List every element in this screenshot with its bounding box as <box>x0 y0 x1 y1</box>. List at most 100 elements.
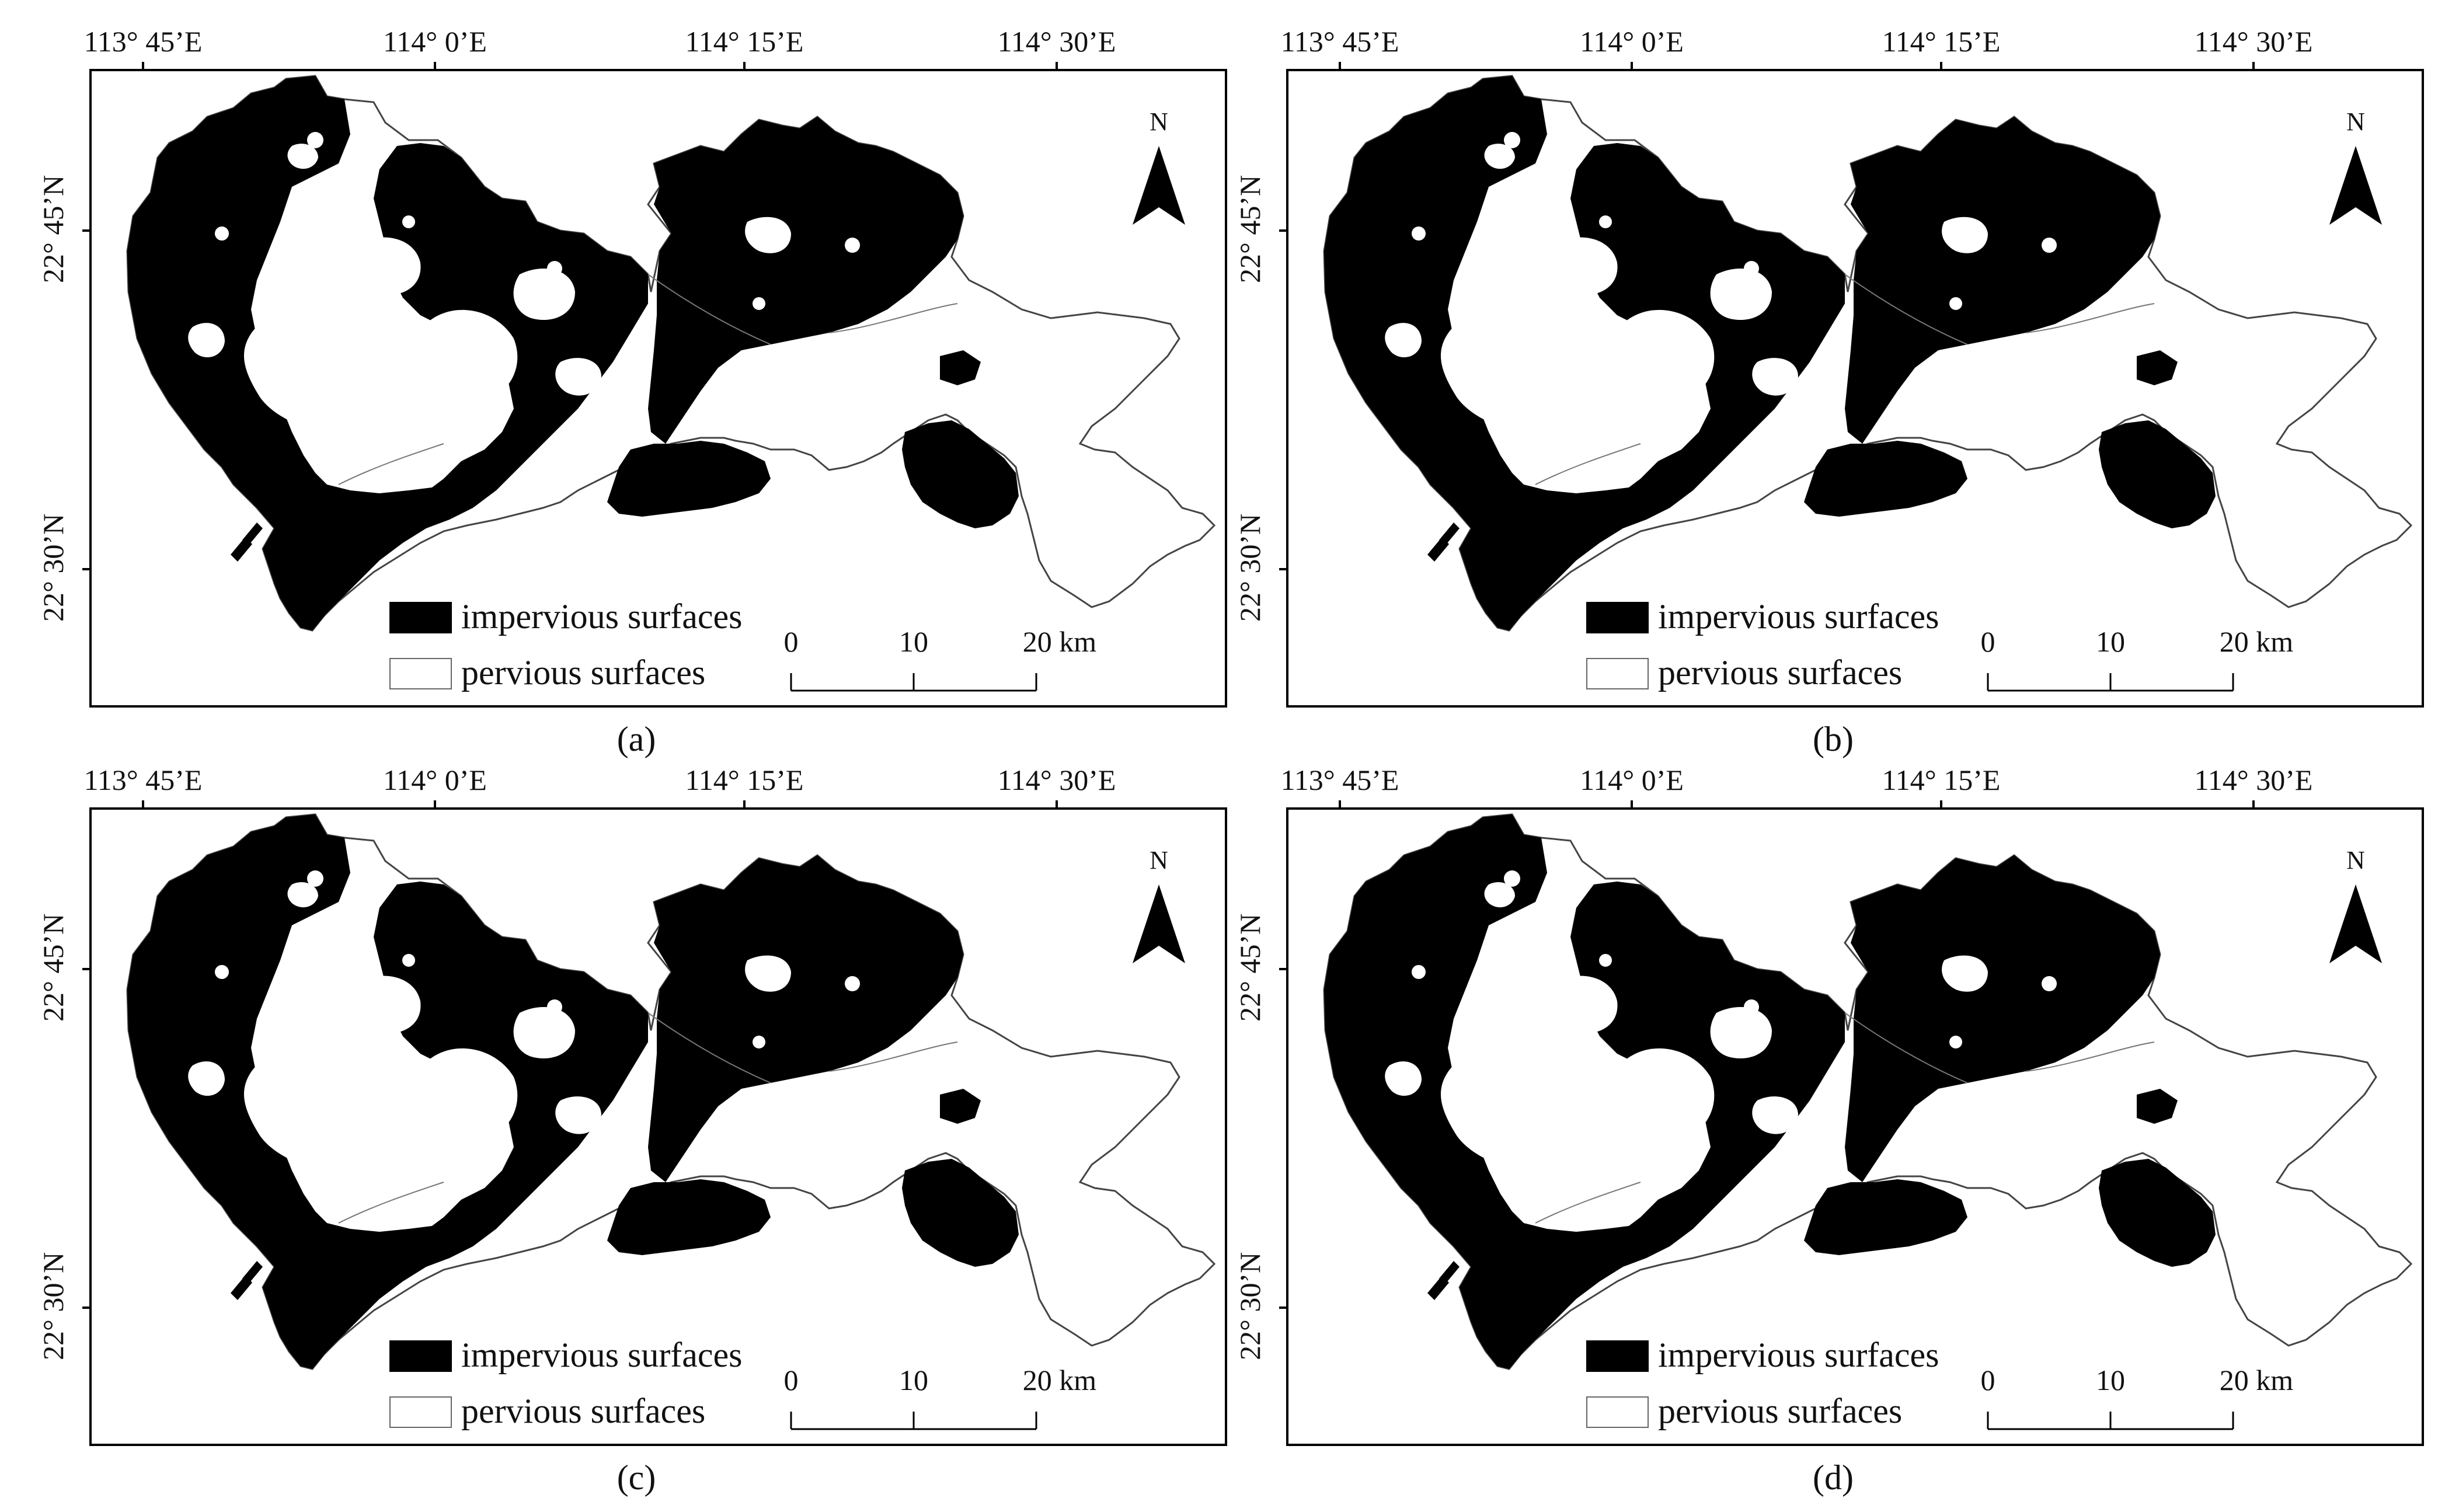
longitude-label: 114° 0’E <box>1580 764 1684 796</box>
north-arrow-label: N <box>1150 846 1168 875</box>
pervious-patch <box>1504 132 1520 148</box>
pervious-area <box>353 237 421 295</box>
pervious-area <box>1710 1007 1772 1058</box>
island <box>1439 522 1460 546</box>
pervious-area <box>1484 144 1515 169</box>
pervious-patch <box>1412 965 1426 979</box>
pervious-area <box>555 358 601 396</box>
legend-swatch-pervious <box>389 1396 452 1428</box>
pervious-patch <box>1599 954 1612 967</box>
impervious-area <box>940 350 981 385</box>
panel-caption: (a) <box>617 720 656 758</box>
north-arrow-left-half <box>1133 146 1159 225</box>
district-boundary <box>338 274 958 485</box>
impervious-area <box>648 117 963 444</box>
pervious-patch <box>753 1036 765 1048</box>
latitude-label: 22° 45’N <box>1234 913 1266 1022</box>
pervious-area <box>188 323 225 358</box>
pervious-patch <box>343 460 357 474</box>
panel-caption: (b) <box>1813 720 1854 758</box>
impervious-area <box>2099 420 2216 528</box>
pervious-area <box>188 1061 225 1096</box>
district-boundary <box>1535 1012 2155 1224</box>
map-panel: 113° 45’E 114° 0’E 114° 15’E 114° 30’E 22° 4… <box>1197 738 2452 1512</box>
pervious-patch <box>2042 238 2057 253</box>
pervious-patch <box>845 976 860 991</box>
latitude-label: 22° 45’N <box>37 913 69 1022</box>
pervious-area <box>1942 217 1988 253</box>
pervious-area <box>422 309 518 403</box>
latitude-label: 22° 30’N <box>37 1252 69 1360</box>
impervious-area <box>2137 1089 2178 1124</box>
longitude-label: 114° 0’E <box>1580 25 1684 58</box>
longitude-label: 114° 0’E <box>383 764 487 796</box>
impervious-area <box>648 855 963 1182</box>
scale-bar-label: 0 <box>1980 625 1995 658</box>
pervious-patch <box>1775 1176 1786 1188</box>
longitude-label: 113° 45’E <box>83 764 203 796</box>
north-arrow-left-half <box>2329 884 2356 963</box>
longitude-label: 114° 15’E <box>1882 764 2001 796</box>
north-arrow-icon <box>1133 146 1185 225</box>
impervious-area <box>940 1089 981 1124</box>
impervious-area <box>127 814 648 1369</box>
scale-bar-label: 0 <box>783 1364 799 1396</box>
scale-bar-label: 0 <box>1980 1364 1995 1396</box>
longitude-label: 114° 30’E <box>997 764 1116 796</box>
pervious-area <box>1618 1048 1715 1141</box>
panel-caption: (d) <box>1813 1458 1854 1497</box>
scale-bar <box>1987 1412 2234 1430</box>
latitude-label: 22° 45’N <box>1234 175 1266 283</box>
scale-bar-label: 20 km <box>2219 1364 2294 1396</box>
impervious-area <box>902 420 1019 528</box>
north-arrow-label: N <box>2346 107 2365 136</box>
study-area <box>126 813 1216 1370</box>
pervious-area <box>353 976 421 1034</box>
legend-swatch-impervious <box>389 602 452 633</box>
legend-label-pervious: pervious surfaces <box>461 1392 706 1430</box>
island <box>242 522 263 546</box>
scale-bar <box>790 673 1037 692</box>
legend-swatch-pervious <box>1586 658 1649 689</box>
pervious-area <box>513 269 575 320</box>
impervious-area <box>1845 855 2160 1182</box>
legend-swatch-impervious <box>389 1340 452 1372</box>
map-canvas <box>1279 800 2424 1446</box>
impervious-area <box>1845 117 2160 444</box>
island <box>242 1261 263 1284</box>
pervious-patch <box>1412 227 1426 241</box>
pervious-patch <box>307 132 323 148</box>
impervious-area <box>607 1179 771 1255</box>
legend-label-impervious: impervious surfaces <box>461 597 743 636</box>
legend-label-pervious: pervious surfaces <box>1658 1392 1903 1430</box>
pervious-patch <box>1744 261 1759 276</box>
pervious-area <box>745 955 791 992</box>
north-arrow-right-half <box>2356 146 2382 225</box>
pervious-patch <box>1949 1036 1962 1048</box>
north-arrow-icon <box>2329 146 2382 225</box>
pervious-patch <box>547 999 562 1015</box>
latitude-label: 22° 30’N <box>1234 1252 1266 1360</box>
pervious-patch <box>1599 215 1612 228</box>
pervious-patch <box>307 870 323 887</box>
longitude-label: 114° 15’E <box>1882 25 2001 58</box>
legend-label-pervious: pervious surfaces <box>461 653 706 692</box>
pervious-area <box>719 354 929 433</box>
scale-bar-label: 20 km <box>1022 625 1097 658</box>
impervious-area <box>2099 1159 2216 1267</box>
pervious-area <box>1440 1044 1590 1170</box>
island <box>1439 1261 1460 1284</box>
scale-bar-label: 10 <box>2096 625 2125 658</box>
scale-bar-label: 0 <box>783 625 799 658</box>
scale-bar <box>790 1412 1037 1430</box>
pervious-area <box>1385 323 1422 358</box>
longitude-label: 114° 15’E <box>685 25 804 58</box>
map-canvas <box>82 62 1227 708</box>
longitude-label: 114° 0’E <box>383 25 487 58</box>
impervious-area <box>2137 350 2178 385</box>
latitude-label: 22° 30’N <box>1234 513 1266 622</box>
legend-swatch-pervious <box>1586 1396 1649 1428</box>
district-boundary <box>338 1012 958 1224</box>
legend-label-impervious: impervious surfaces <box>461 1336 743 1374</box>
pervious-area <box>719 1092 929 1172</box>
